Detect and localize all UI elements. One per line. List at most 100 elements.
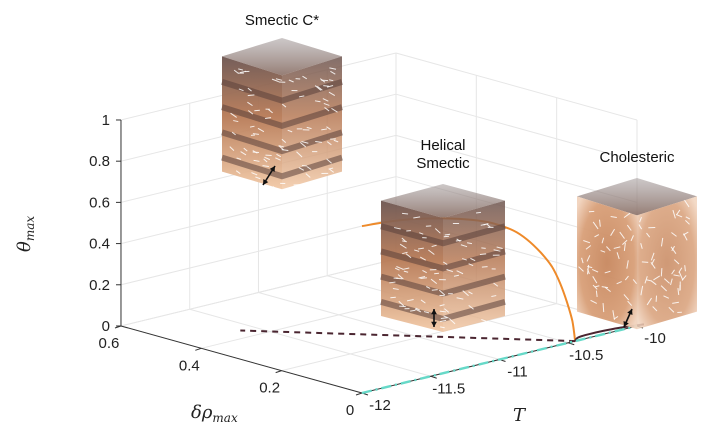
- cube-molecule: [586, 255, 591, 262]
- cube-molecule: [389, 281, 396, 284]
- phase-arrow: [431, 309, 437, 327]
- cube-molecule: [230, 112, 237, 118]
- T-tick-label: -10: [644, 330, 666, 347]
- cube-molecule: [685, 220, 690, 225]
- cube-molecule: [660, 237, 664, 247]
- drho-tick: [355, 392, 363, 396]
- cube-molecule: [265, 117, 272, 119]
- cube-molecule: [671, 245, 675, 252]
- cube-top-face: [381, 184, 505, 218]
- cube-molecule: [592, 276, 598, 284]
- T-tick-label: -11: [507, 364, 528, 381]
- cube-molecule: [396, 266, 404, 270]
- cube-molecule: [610, 228, 615, 236]
- cube-molecule: [405, 253, 412, 259]
- cube-molecule: [660, 285, 668, 292]
- cube-molecule: [646, 232, 651, 238]
- cube-molecule: [422, 269, 427, 274]
- cube-molecule: [612, 310, 615, 320]
- cube-molecule: [587, 268, 590, 275]
- cube-molecule: [606, 246, 611, 252]
- cube-molecule: [446, 269, 453, 273]
- cube-molecule: [257, 127, 265, 133]
- cube-molecule: [276, 153, 282, 158]
- cube-molecule: [595, 290, 598, 297]
- cube-molecule: [394, 227, 401, 230]
- cube-molecule: [462, 290, 469, 297]
- cube-molecule: [243, 147, 248, 152]
- cube-molecule: [453, 274, 459, 277]
- theta-tick-label: 0.4: [89, 236, 110, 253]
- cube-molecule: [423, 311, 430, 314]
- cube-molecule: [272, 186, 279, 192]
- grid-line: [395, 52, 638, 121]
- cube-molecule: [288, 79, 294, 83]
- cube-molecule: [440, 326, 445, 329]
- cube-molecule: [630, 235, 634, 242]
- cube-molecule: [397, 274, 404, 280]
- cube-molecule: [601, 237, 605, 244]
- cube-molecule: [678, 271, 684, 281]
- phase-arrow-head: [623, 321, 629, 327]
- cube-molecule: [281, 103, 287, 108]
- cube-molecule: [231, 131, 236, 136]
- cube-molecule: [390, 296, 396, 299]
- cube-molecule: [616, 252, 620, 260]
- cube-molecule: [600, 250, 606, 253]
- cube-molecule: [616, 281, 622, 285]
- drho-tick: [275, 370, 282, 374]
- cube-molecule: [321, 128, 328, 131]
- cube-molecule: [287, 129, 293, 133]
- cube-molecule: [247, 101, 253, 107]
- cube-molecule: [254, 109, 260, 112]
- cube-molecule: [496, 246, 503, 250]
- cube-molecule: [329, 168, 335, 173]
- drho-tick: [195, 347, 202, 351]
- cube-molecule: [479, 253, 487, 255]
- cube-top-face: [577, 178, 697, 216]
- cube-molecule: [592, 269, 599, 273]
- phase-arrow: [262, 165, 276, 186]
- cube-molecule: [306, 166, 312, 171]
- cube-molecule: [418, 247, 424, 250]
- cube-molecule: [323, 102, 330, 106]
- cube-molecule: [402, 251, 408, 255]
- cube-molecule: [255, 176, 261, 180]
- cube-molecule: [328, 91, 336, 97]
- cube-molecule: [626, 260, 629, 269]
- cube-molecule: [395, 277, 403, 280]
- cube-molecule: [300, 142, 307, 148]
- cube-molecule: [481, 319, 487, 322]
- cube-molecule: [682, 231, 689, 236]
- cube-molecule: [430, 278, 438, 285]
- cube-molecule: [639, 216, 642, 223]
- cube-molecule: [581, 257, 584, 264]
- cube-molecule: [676, 214, 683, 218]
- cube-molecule: [402, 212, 409, 215]
- cube-molecule: [247, 87, 252, 92]
- cube-molecule: [623, 212, 631, 219]
- cube-molecule: [316, 85, 323, 91]
- cube-molecule: [415, 307, 420, 311]
- cube-molecule: [413, 216, 421, 219]
- cube-molecule: [235, 170, 241, 175]
- cube-molecule: [456, 238, 461, 242]
- cube-molecule: [402, 267, 410, 270]
- phase-label: Smectic: [416, 155, 470, 172]
- phase-label: Cholesteric: [599, 149, 675, 166]
- cube-molecule: [251, 172, 258, 176]
- cube-molecule: [640, 285, 644, 296]
- cube-molecule: [468, 263, 474, 267]
- cube-molecule: [233, 120, 239, 123]
- cube-molecule: [406, 298, 414, 302]
- series-line-3: [361, 324, 638, 395]
- drho-axis-line: [120, 325, 363, 394]
- cube-molecule: [398, 300, 405, 307]
- cube-molecule: [644, 276, 648, 284]
- cube-molecule: [456, 270, 464, 275]
- cube-molecule: [442, 261, 448, 265]
- cube-top-face: [222, 38, 342, 76]
- phase-label: Smectic C*: [245, 12, 319, 29]
- grid-line: [189, 308, 431, 377]
